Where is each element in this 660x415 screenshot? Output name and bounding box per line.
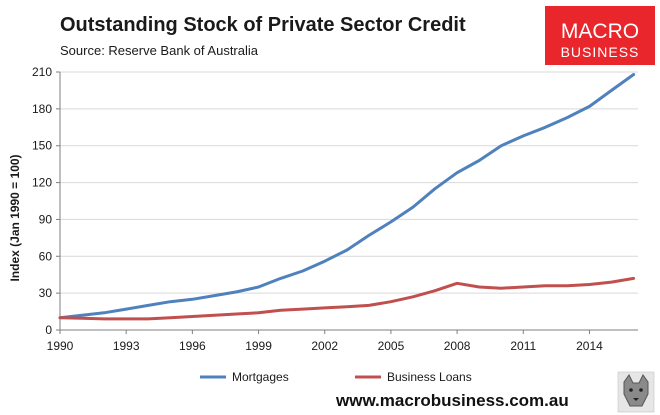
series-lines: [58, 73, 636, 321]
footer-url: www.macrobusiness.com.au: [335, 391, 569, 410]
y-tick-label: 150: [32, 139, 52, 153]
gridlines: [60, 71, 638, 294]
x-tick-label: 1993: [113, 339, 140, 353]
y-axis-label: Index (Jan 1990 = 100): [8, 154, 22, 281]
x-tick-label: 2011: [510, 339, 536, 353]
x-tick-label: 1996: [179, 339, 206, 353]
y-tick-label: 90: [39, 212, 53, 226]
y-tick-label: 210: [32, 65, 52, 79]
x-tick-label: 2008: [444, 339, 471, 353]
x-tick-label: 2002: [311, 339, 338, 353]
logo-line2: BUSINESS: [561, 44, 640, 60]
y-tick-label: 120: [32, 176, 52, 190]
logo-background: [545, 6, 655, 65]
y-tick-label: 0: [45, 323, 52, 337]
series-line-mortgages: [58, 73, 636, 320]
y-tick-label: 30: [39, 286, 53, 300]
series-line-business-loans: [58, 276, 636, 321]
y-tick-label: 60: [39, 249, 53, 263]
legend-label: Mortgages: [232, 370, 289, 384]
x-tick-label: 2005: [378, 339, 405, 353]
logo-line1: MACRO: [561, 20, 639, 43]
legend: Mortgages Business Loans: [200, 370, 472, 384]
y-tick-labels: 0 30 60 90 120 150 180 210: [32, 65, 52, 337]
legend-label: Business Loans: [387, 370, 472, 384]
plot-area: 0 30 60 90 120 150 180 210 1990 1993 1996 1999 2002…: [32, 65, 638, 353]
axes: [56, 71, 638, 334]
x-tick-label: 1999: [245, 339, 272, 353]
chart-subtitle: Source: Reserve Bank of Australia: [60, 43, 259, 58]
y-tick-label: 180: [32, 102, 52, 116]
x-tick-labels: 1990 1993 1996 1999 2002 2005 2008 2011 2014: [47, 339, 603, 353]
x-tick-label: 2014: [576, 339, 603, 353]
macrobusiness-logo: MACRO BUSINESS: [545, 6, 655, 65]
wolf-icon: [617, 371, 655, 413]
x-tick-label: 1990: [47, 339, 74, 353]
chart-title: Outstanding Stock of Private Sector Cred…: [60, 14, 466, 36]
